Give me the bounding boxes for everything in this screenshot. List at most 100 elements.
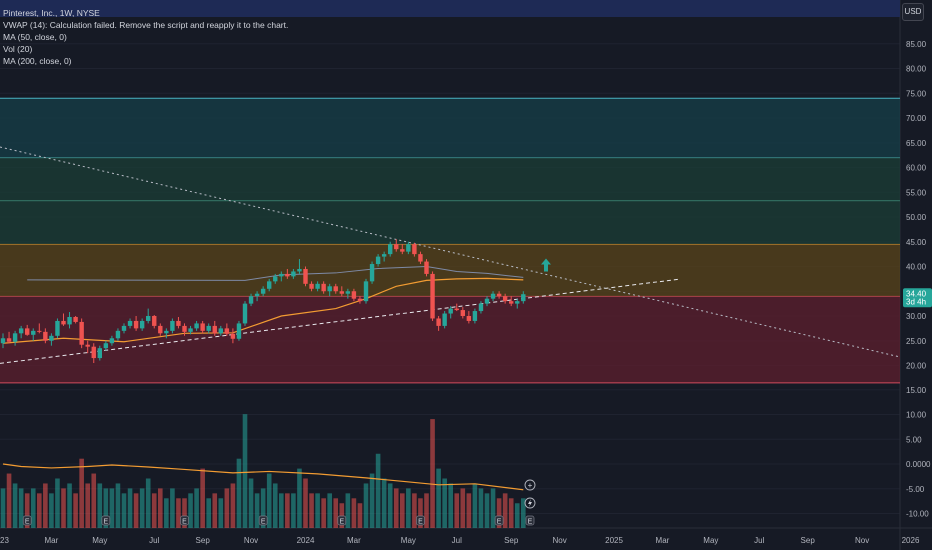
volume-bar [97,483,103,528]
volume-bar [115,483,121,528]
volume-tick-label: -5.00 [906,485,925,494]
symbol-title[interactable]: Pinterest, Inc., 1W, NYSE [3,8,100,18]
volume-bar [460,488,466,528]
candle-body [394,244,399,250]
volume-bar [369,473,375,528]
candle-body [406,244,411,252]
candle-body [194,323,199,329]
volume-bar [393,488,399,528]
time-axis[interactable]: 23 Mar May Jul Sep Nov 2024 Mar May Jul Sep Nov 2025… [0,536,920,545]
side-icons[interactable]: +E [524,479,536,526]
volume-bar [484,493,490,528]
earnings-letter: E [104,519,109,526]
candle-body [73,316,78,322]
candle-body [242,303,248,324]
volume-bar [448,483,453,528]
volume-bar [339,503,345,528]
volume-bar [272,483,278,528]
candle-body [97,348,102,359]
price-tag-countdown: 3d 4h [906,297,926,306]
volume-bar [309,493,314,528]
volume-bar [321,498,326,528]
volume-bar [472,483,478,528]
candle-body [170,320,175,331]
candle-body [279,273,284,277]
volume-bar [12,483,18,528]
volume-bar [514,503,520,528]
earnings-icon [101,515,111,526]
volume-bar [327,493,332,528]
earnings-letter: E [339,519,344,526]
candle-body [254,293,260,297]
candle-body [442,313,447,326]
time-tick-label: 2025 [605,536,623,545]
volume-bar [24,493,30,528]
trendline [0,146,901,358]
price-tick-label: 50.00 [906,213,927,222]
legend-vwap[interactable]: VWAP (14): Calculation failed. Remove th… [3,20,289,30]
volume-bar [490,488,496,528]
currency-button[interactable]: USD [902,3,924,21]
volume-bar [79,458,84,528]
time-tick-label: Mar [347,536,361,545]
candle-body [49,335,54,341]
volume-bar [127,488,133,528]
candle-body [345,291,351,294]
candle-body [6,338,12,342]
candle-body [291,271,296,277]
candle-body [502,296,508,302]
candle-body [496,293,502,297]
volume-bar [6,473,12,528]
volume-bar [400,493,405,528]
volume-bar [0,488,6,528]
time-tick-label: May [401,536,416,545]
candle-body [309,283,314,289]
time-tick-label: Sep [196,536,211,545]
candle-body [267,281,272,289]
legend-ma200[interactable]: MA (200, close, 0) [3,56,72,66]
volume-bar [194,488,199,528]
plus-icon [524,479,536,491]
price-tick-label: 45.00 [906,238,927,247]
trendlines[interactable] [0,146,901,364]
time-tick-label: 23 [0,536,9,545]
volume-bar [242,414,248,528]
candle-body [472,311,478,321]
time-tick-label: Mar [45,536,59,545]
candle-body [400,249,405,252]
time-tick-label: Nov [855,536,869,545]
earnings-upcoming-icon [525,515,535,526]
candle-body [212,325,217,334]
volume-bar [91,473,97,528]
moving-averages [2,265,524,344]
lightning-icon [524,497,536,509]
candle-body [363,281,369,302]
legend-ma50[interactable]: MA (50, close, 0) [3,32,67,42]
volume-bar [357,503,363,528]
earnings-letter: E [25,519,30,526]
volume-bar [30,488,36,528]
volume-bar [285,493,290,528]
zone-band [0,200,900,245]
legend-vol[interactable]: Vol (20) [3,44,33,54]
candle-body [484,298,490,304]
candle-body [430,273,435,319]
volume-bar [406,488,411,528]
time-tick-label: May [92,536,107,545]
volume-bar [442,478,447,528]
volume-bar [279,493,284,528]
volume-bar [478,488,484,528]
candle-body [139,320,145,329]
earnings-icon [258,515,268,526]
price-axis[interactable]: 85.00 80.00 75.00 70.00 65.00 60.00 55.00 50.00… [906,40,927,371]
volume-bar [230,483,236,528]
candle-body [248,296,254,304]
candle-body [127,320,133,326]
volume-bar [164,498,169,528]
candle-body [509,301,514,304]
volume-bar [236,458,242,528]
earnings-icon [22,515,32,526]
time-tick-label: Sep [504,536,519,545]
